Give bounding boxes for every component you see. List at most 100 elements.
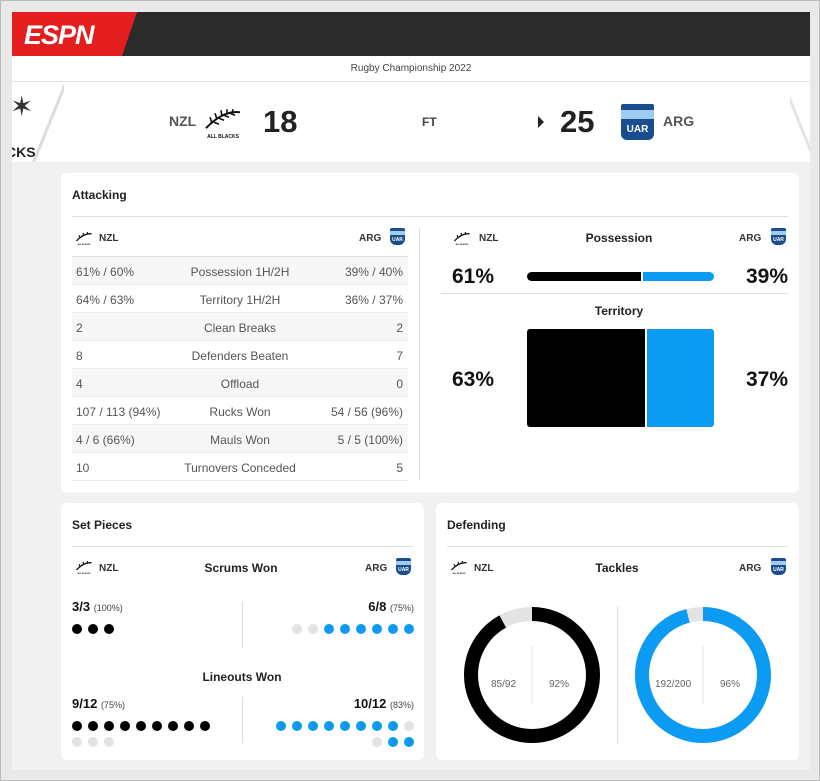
set-pieces-title: Set Pieces	[72, 518, 133, 532]
won-dot	[88, 624, 98, 634]
home-tackles-pct: 92%	[549, 679, 570, 690]
territory-title: Territory	[594, 304, 644, 318]
column-divider	[419, 228, 420, 480]
won-dot	[340, 624, 350, 634]
fern-icon	[75, 232, 92, 242]
decorative-stripe	[31, 82, 64, 162]
lost-dot	[308, 624, 318, 634]
away-stat-value: 2	[396, 321, 403, 335]
crest-stripe	[390, 231, 405, 235]
away-stat-value: 39% / 40%	[344, 265, 403, 279]
crest-text: UAR	[773, 237, 784, 243]
competition-name: Rugby Championship 2022	[12, 56, 810, 82]
possession-title: Possession	[585, 231, 653, 245]
fern-icon	[75, 561, 92, 571]
home-stat-value: 107 / 113 (94%)	[76, 405, 161, 419]
home-scrums-dots	[72, 624, 242, 634]
attacking-card: Attacking ALL BLACKS NZL ARG UAR 61% / 6…	[61, 173, 799, 493]
away-scrums-pct: (75%)	[389, 603, 414, 613]
crest-caption: ALL BLACKS	[455, 244, 469, 246]
away-stat-value: 0	[396, 377, 403, 391]
won-dot	[340, 721, 350, 731]
all-blacks-crest-icon[interactable]: ALL BLACKS	[202, 108, 244, 140]
home-lineouts-pct: (75%)	[100, 700, 125, 710]
table-row: 4 Offload 0	[72, 369, 408, 397]
column-divider	[617, 606, 618, 744]
winner-arrow-icon	[538, 116, 544, 128]
stat-label: Defenders Beaten	[191, 349, 289, 363]
uar-crest-icon[interactable]: UAR	[621, 104, 654, 140]
away-lineouts-pct: (83%)	[389, 700, 414, 710]
crest-text: UAR	[626, 124, 649, 135]
espn-logo[interactable]: ESPN	[12, 12, 137, 56]
crest-caption: ALL BLACKS	[207, 134, 239, 140]
uar-crest-icon: UAR	[771, 228, 786, 245]
away-stat-value: 5 / 5 (100%)	[337, 433, 403, 447]
uar-crest-icon: UAR	[771, 558, 786, 575]
row-divider	[72, 424, 408, 425]
away-team-abbr: ARG	[365, 563, 388, 574]
donut-fill	[464, 607, 600, 743]
won-dot	[388, 721, 398, 731]
match-status: FT	[422, 115, 437, 129]
home-team-abbr[interactable]: NZL	[169, 113, 197, 129]
crest-stripe	[771, 561, 786, 565]
won-dot	[72, 624, 82, 634]
attacking-title: Attacking	[72, 188, 127, 202]
away-team-abbr[interactable]: ARG	[663, 113, 695, 129]
crest-stripe	[771, 231, 786, 235]
away-team-abbr: ARG	[359, 233, 382, 244]
home-stat-value: 8	[76, 349, 83, 363]
scrums-won-title: Scrums Won	[204, 561, 278, 575]
home-possession-fill	[527, 272, 642, 281]
watermark-text: CKS	[12, 144, 36, 160]
arg-watermark	[790, 82, 810, 162]
home-stat-value: 4 / 6 (66%)	[76, 433, 135, 447]
won-dot	[404, 624, 414, 634]
nzl-crest-icon: ALL BLACKS	[74, 561, 94, 575]
uar-crest-icon: UAR	[390, 228, 405, 245]
away-team-abbr: ARG	[739, 233, 762, 244]
lost-dot	[372, 737, 382, 747]
away-possession-value: 39%	[746, 265, 789, 288]
away-territory-fill	[646, 329, 714, 427]
fern-icon	[453, 232, 470, 242]
home-stat-value: 64% / 63%	[76, 293, 135, 307]
crest-stripe	[621, 110, 654, 119]
away-scrums-fraction: 6/8	[368, 599, 387, 614]
divider	[72, 216, 788, 217]
won-dot	[324, 624, 334, 634]
home-score: 18	[263, 104, 298, 139]
nzl-crest-icon: ALL BLACKS	[452, 232, 472, 246]
home-tackles-donut	[464, 607, 600, 743]
crest-caption: ALL BLACKS	[77, 244, 91, 246]
home-territory-value: 63%	[452, 368, 495, 391]
row-divider	[72, 284, 408, 285]
away-tackles-donut	[635, 607, 771, 743]
away-scrums-value: 6/8 (75%)	[368, 599, 414, 614]
crest-caption: ALL BLACKS	[77, 573, 91, 575]
defending-card: Defending ALL BLACKS NZL Tackles ARG UAR…	[436, 503, 799, 760]
divider	[447, 546, 788, 547]
table-row: 107 / 113 (94%) Rucks Won 54 / 56 (96%)	[72, 397, 408, 425]
away-possession-fill	[643, 272, 714, 281]
won-dot	[120, 721, 130, 731]
away-stat-value: 54 / 56 (96%)	[330, 405, 403, 419]
nzl-crest-icon: ALL BLACKS	[74, 232, 94, 246]
won-dot	[104, 624, 114, 634]
won-dot	[404, 737, 414, 747]
away-stat-value: 7	[396, 349, 403, 363]
scoreboard: ✶ CKS NZL ALL BLACKS 18 FT 25 UAR ARG	[12, 82, 810, 162]
top-navigation-bar: ESPN	[12, 12, 810, 56]
won-dot	[372, 624, 382, 634]
lost-dot	[292, 624, 302, 634]
won-dot	[372, 721, 382, 731]
away-lineouts-dots	[269, 721, 414, 747]
divider	[441, 293, 788, 294]
fern-icon	[205, 109, 241, 129]
crest-text: UAR	[398, 567, 409, 573]
page-content: ESPN Rugby Championship 2022 ✶ CKS NZL A…	[12, 12, 810, 770]
won-dot	[292, 721, 302, 731]
away-score: 25	[560, 104, 595, 139]
